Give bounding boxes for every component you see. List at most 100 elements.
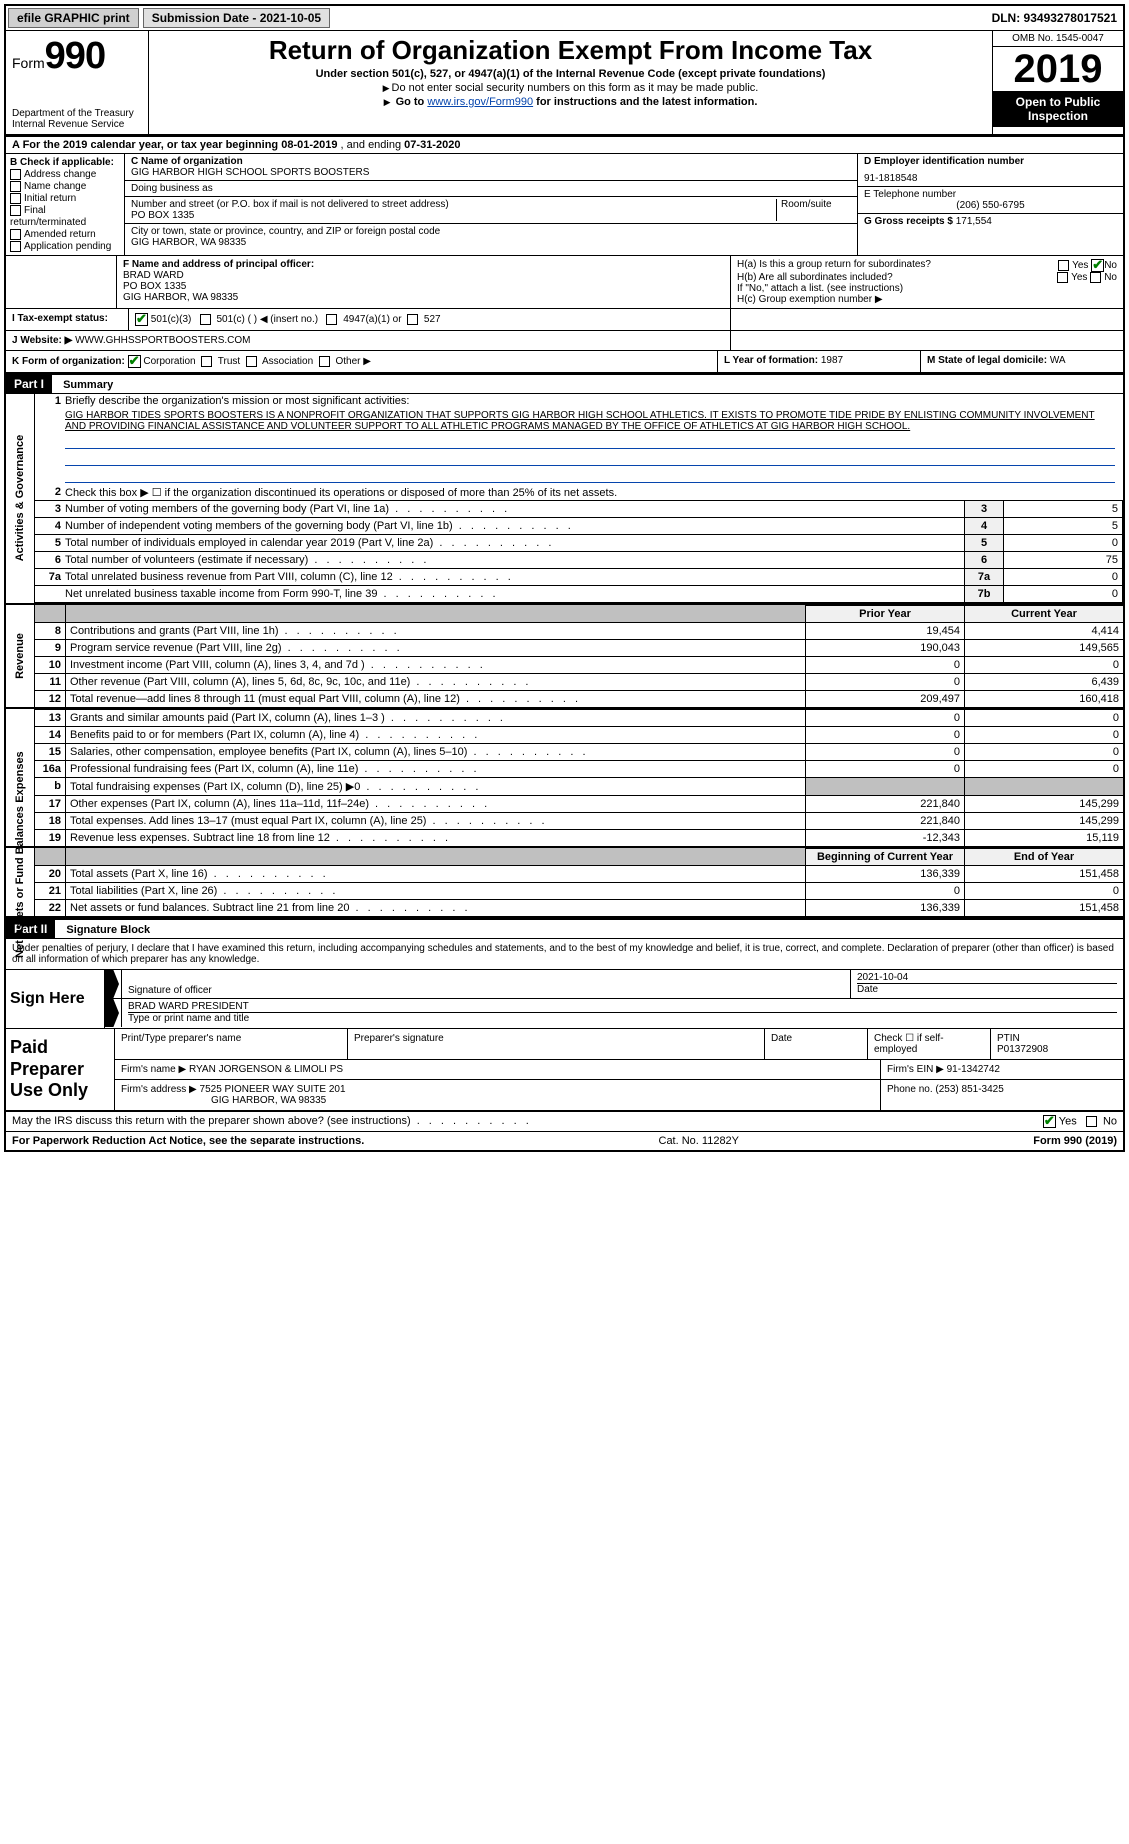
opt-4947: 4947(a)(1) or [343, 314, 401, 325]
blank-line [65, 434, 1115, 449]
checkbox-icon[interactable] [10, 241, 21, 252]
net-assets-table: Beginning of Current YearEnd of Year20To… [35, 848, 1123, 916]
revenue-table: Prior YearCurrent Year8Contributions and… [35, 605, 1123, 707]
checkbox-checked-icon[interactable] [135, 313, 148, 326]
checkbox-icon[interactable] [407, 314, 418, 325]
org-name-label: C Name of organization [131, 156, 243, 167]
checkbox-icon[interactable] [1086, 1116, 1097, 1127]
ein-label: D Employer identification number [864, 156, 1024, 167]
check-self-label: Check ☐ if self-employed [867, 1029, 990, 1059]
part-i-title: Summary [55, 379, 113, 391]
footer-cat: Cat. No. 11282Y [364, 1135, 1033, 1147]
declaration-text: Under penalties of perjury, I declare th… [6, 939, 1123, 970]
yes-label: Yes [1071, 272, 1087, 283]
no-label: No [1104, 260, 1117, 271]
table-row: 4Number of independent voting members of… [35, 517, 1123, 534]
vlabel-revenue: Revenue [6, 605, 35, 707]
part-ii-header: Part II Signature Block [6, 918, 1123, 939]
state-domicile-label: M State of legal domicile: [927, 355, 1047, 366]
firm-name-label: Firm's name ▶ [121, 1064, 186, 1075]
section-c: C Name of organization GIG HARBOR HIGH S… [125, 154, 857, 255]
table-row: 5Total number of individuals employed in… [35, 534, 1123, 551]
website-value: WWW.GHHSSPORTBOOSTERS.COM [75, 335, 250, 346]
section-h: H(a) Is this a group return for subordin… [730, 256, 1123, 308]
officer-addr1: PO BOX 1335 [123, 281, 724, 292]
checkbox-icon[interactable] [319, 356, 330, 367]
arrow-icon [105, 970, 119, 998]
line-2-text: Check this box ▶ ☐ if the organization d… [65, 486, 1119, 499]
checkbox-icon[interactable] [1058, 260, 1069, 271]
footer-left: For Paperwork Reduction Act Notice, see … [12, 1135, 364, 1147]
table-row: 22Net assets or fund balances. Subtract … [35, 899, 1123, 916]
blank-line [65, 451, 1115, 466]
activities-governance: Activities & Governance 1 Briefly descri… [6, 394, 1123, 605]
omb-number: OMB No. 1545-0047 [993, 31, 1123, 47]
firm-name: RYAN JORGENSON & LIMOLI PS [189, 1064, 343, 1075]
checkbox-icon[interactable] [10, 181, 21, 192]
checkbox-icon[interactable] [10, 205, 21, 216]
checkbox-checked-icon[interactable] [1091, 259, 1104, 272]
checkbox-icon[interactable] [246, 356, 257, 367]
page-footer: For Paperwork Reduction Act Notice, see … [6, 1132, 1123, 1150]
blank-line [65, 468, 1115, 483]
sig-date: 2021-10-04 [857, 972, 1117, 984]
checkbox-icon[interactable] [201, 356, 212, 367]
opt-501c3: 501(c)(3) [151, 314, 192, 325]
line-a: A For the 2019 calendar year, or tax yea… [6, 136, 1123, 154]
vlabel-netassets: Net Assets or Fund Balances [6, 848, 35, 916]
sign-here-label: Sign Here [6, 970, 104, 1028]
hb-note: If "No," attach a list. (see instruction… [737, 283, 1117, 294]
checkbox-icon[interactable] [1090, 272, 1101, 283]
ptin-label: PTIN [997, 1033, 1117, 1044]
checkbox-icon[interactable] [10, 169, 21, 180]
form-number: 990 [45, 35, 105, 77]
checkbox-icon[interactable] [10, 229, 21, 240]
checkbox-checked-icon[interactable] [128, 355, 141, 368]
firm-addr2: GIG HARBOR, WA 98335 [121, 1095, 874, 1106]
officer-name: BRAD WARD [123, 270, 724, 281]
checkbox-icon[interactable] [10, 193, 21, 204]
line-1-text: Briefly describe the organization's miss… [65, 395, 1119, 407]
form-header: Form990 Department of the Treasury Inter… [6, 31, 1123, 136]
goto-link[interactable]: www.irs.gov/Form990 [427, 96, 533, 108]
checkbox-checked-icon[interactable] [1043, 1115, 1056, 1128]
ha-label: H(a) Is this a group return for subordin… [737, 259, 931, 272]
line-a-prefix: A For the 2019 calendar year, or tax yea… [12, 139, 281, 151]
part-i-header: Part I Summary [6, 373, 1123, 394]
opt-other: Other ▶ [335, 356, 370, 367]
efile-button[interactable]: efile GRAPHIC print [8, 8, 139, 28]
form-title: Return of Organization Exempt From Incom… [159, 35, 982, 66]
tax-year-begin: 08-01-2019 [281, 139, 337, 151]
officer-name-title: BRAD WARD PRESIDENT [128, 1001, 1117, 1013]
prep-date-label: Date [764, 1029, 867, 1059]
chk-initial: Initial return [24, 193, 76, 204]
vlabel-gov: Activities & Governance [6, 394, 35, 603]
table-row: 9Program service revenue (Part VIII, lin… [35, 639, 1123, 656]
goto-prefix: Go to [396, 96, 428, 108]
checkbox-icon[interactable] [200, 314, 211, 325]
no-label: No [1104, 272, 1117, 283]
dln-label: DLN: 93493278017521 [992, 11, 1123, 25]
paid-preparer-block: Paid Preparer Use Only Print/Type prepar… [6, 1029, 1123, 1112]
firm-ein-label: Firm's EIN ▶ [887, 1064, 944, 1075]
date-label: Date [857, 984, 1117, 995]
form-of-org-label: K Form of organization: [12, 356, 125, 367]
arrow-icon [105, 999, 119, 1027]
chk-address-change: Address change [24, 169, 96, 180]
name-title-label: Type or print name and title [128, 1013, 1117, 1024]
checkbox-icon[interactable] [326, 314, 337, 325]
top-bar: efile GRAPHIC print Submission Date - 20… [6, 6, 1123, 31]
org-name: GIG HARBOR HIGH SCHOOL SPORTS BOOSTERS [131, 167, 851, 178]
table-row: 20Total assets (Part X, line 16)136,3391… [35, 865, 1123, 882]
line-a-mid: , and ending [341, 139, 405, 151]
table-row: 3Number of voting members of the governi… [35, 500, 1123, 517]
table-row: 7aTotal unrelated business revenue from … [35, 568, 1123, 585]
form-subtitle: Under section 501(c), 527, or 4947(a)(1)… [159, 68, 982, 80]
checkbox-icon[interactable] [1057, 272, 1068, 283]
submission-date: Submission Date - 2021-10-05 [143, 8, 330, 28]
line-klm: K Form of organization: Corporation Trus… [6, 351, 1123, 373]
table-row: bTotal fundraising expenses (Part IX, co… [35, 777, 1123, 795]
firm-ein: 91-1342742 [947, 1064, 1000, 1075]
table-row: Net unrelated business taxable income fr… [35, 585, 1123, 602]
table-row: 11Other revenue (Part VIII, column (A), … [35, 673, 1123, 690]
